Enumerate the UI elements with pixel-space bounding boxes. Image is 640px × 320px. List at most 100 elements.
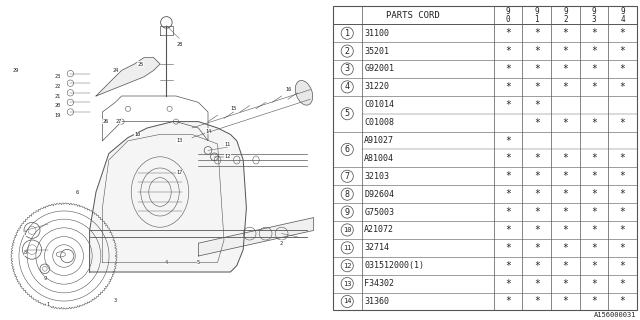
Text: *: * xyxy=(505,28,511,38)
Text: *: * xyxy=(620,153,625,164)
Text: 9
3: 9 3 xyxy=(591,7,596,24)
Text: 29: 29 xyxy=(13,68,19,73)
Text: *: * xyxy=(534,46,540,56)
Text: *: * xyxy=(534,118,540,128)
Text: 12: 12 xyxy=(224,154,230,159)
Text: 8: 8 xyxy=(24,250,27,255)
Text: 9
2: 9 2 xyxy=(563,7,568,24)
Text: 10: 10 xyxy=(343,227,351,233)
Text: *: * xyxy=(563,279,568,289)
Text: *: * xyxy=(505,100,511,110)
Text: *: * xyxy=(563,261,568,271)
Text: *: * xyxy=(591,153,597,164)
Text: 6: 6 xyxy=(76,189,78,195)
Polygon shape xyxy=(90,122,246,272)
Text: C01014: C01014 xyxy=(364,100,394,109)
Text: 31220: 31220 xyxy=(364,82,389,92)
Text: 1: 1 xyxy=(345,29,349,38)
Text: 2: 2 xyxy=(280,241,283,246)
Text: *: * xyxy=(563,296,568,307)
Text: *: * xyxy=(620,207,625,217)
Text: *: * xyxy=(620,243,625,253)
Text: *: * xyxy=(534,279,540,289)
Text: G92001: G92001 xyxy=(364,65,394,74)
Text: *: * xyxy=(505,153,511,164)
Text: *: * xyxy=(505,243,511,253)
Text: 6: 6 xyxy=(345,145,349,154)
Text: *: * xyxy=(591,207,597,217)
Text: *: * xyxy=(591,28,597,38)
Text: *: * xyxy=(534,225,540,235)
Text: *: * xyxy=(505,171,511,181)
Text: *: * xyxy=(563,46,568,56)
Text: *: * xyxy=(620,46,625,56)
Text: *: * xyxy=(505,279,511,289)
Text: 28: 28 xyxy=(176,42,182,47)
Text: PARTS CORD: PARTS CORD xyxy=(387,11,440,20)
Text: 11: 11 xyxy=(343,245,351,251)
Text: 1: 1 xyxy=(47,301,49,307)
Text: 12: 12 xyxy=(343,263,351,269)
Text: *: * xyxy=(591,261,597,271)
Text: 9: 9 xyxy=(345,208,349,217)
Text: *: * xyxy=(563,207,568,217)
Text: *: * xyxy=(591,118,597,128)
Text: 9
1: 9 1 xyxy=(534,7,539,24)
Text: *: * xyxy=(620,171,625,181)
Text: 32103: 32103 xyxy=(364,172,389,181)
Text: 32714: 32714 xyxy=(364,243,389,252)
Text: A156000031: A156000031 xyxy=(595,312,637,318)
Text: 31360: 31360 xyxy=(364,297,389,306)
Text: F34302: F34302 xyxy=(364,279,394,288)
Text: 10: 10 xyxy=(134,132,141,137)
Text: *: * xyxy=(620,118,625,128)
Text: 3: 3 xyxy=(114,298,116,303)
Text: *: * xyxy=(563,118,568,128)
Text: 22: 22 xyxy=(54,84,61,89)
Text: *: * xyxy=(505,82,511,92)
Text: *: * xyxy=(563,82,568,92)
Text: 9
4: 9 4 xyxy=(620,7,625,24)
Text: 8: 8 xyxy=(345,190,349,199)
Text: *: * xyxy=(534,189,540,199)
Text: *: * xyxy=(563,189,568,199)
Text: A21072: A21072 xyxy=(364,225,394,235)
Text: *: * xyxy=(505,225,511,235)
Text: *: * xyxy=(591,171,597,181)
Text: 13: 13 xyxy=(176,138,182,143)
Text: *: * xyxy=(591,82,597,92)
Text: *: * xyxy=(591,296,597,307)
Text: *: * xyxy=(620,64,625,74)
Text: *: * xyxy=(563,225,568,235)
Text: *: * xyxy=(620,82,625,92)
Text: *: * xyxy=(534,261,540,271)
Text: *: * xyxy=(620,28,625,38)
Text: 35201: 35201 xyxy=(364,47,389,56)
Text: D92604: D92604 xyxy=(364,190,394,199)
Text: 25: 25 xyxy=(138,61,144,67)
Text: A91027: A91027 xyxy=(364,136,394,145)
Text: *: * xyxy=(620,279,625,289)
Text: 4: 4 xyxy=(165,260,168,265)
Text: *: * xyxy=(563,243,568,253)
Polygon shape xyxy=(198,218,314,256)
Text: *: * xyxy=(534,207,540,217)
Text: *: * xyxy=(534,153,540,164)
Text: *: * xyxy=(534,28,540,38)
Text: 5: 5 xyxy=(345,109,349,118)
Text: *: * xyxy=(505,135,511,146)
Text: *: * xyxy=(505,189,511,199)
Text: *: * xyxy=(534,100,540,110)
Text: 13: 13 xyxy=(343,281,351,287)
Text: 16: 16 xyxy=(285,87,291,92)
Text: 7: 7 xyxy=(345,172,349,181)
Text: *: * xyxy=(534,64,540,74)
Text: *: * xyxy=(591,279,597,289)
Text: *: * xyxy=(505,64,511,74)
Text: *: * xyxy=(620,261,625,271)
Text: *: * xyxy=(505,207,511,217)
Text: *: * xyxy=(534,243,540,253)
Text: 26: 26 xyxy=(102,119,109,124)
Text: *: * xyxy=(591,189,597,199)
Text: G75003: G75003 xyxy=(364,208,394,217)
